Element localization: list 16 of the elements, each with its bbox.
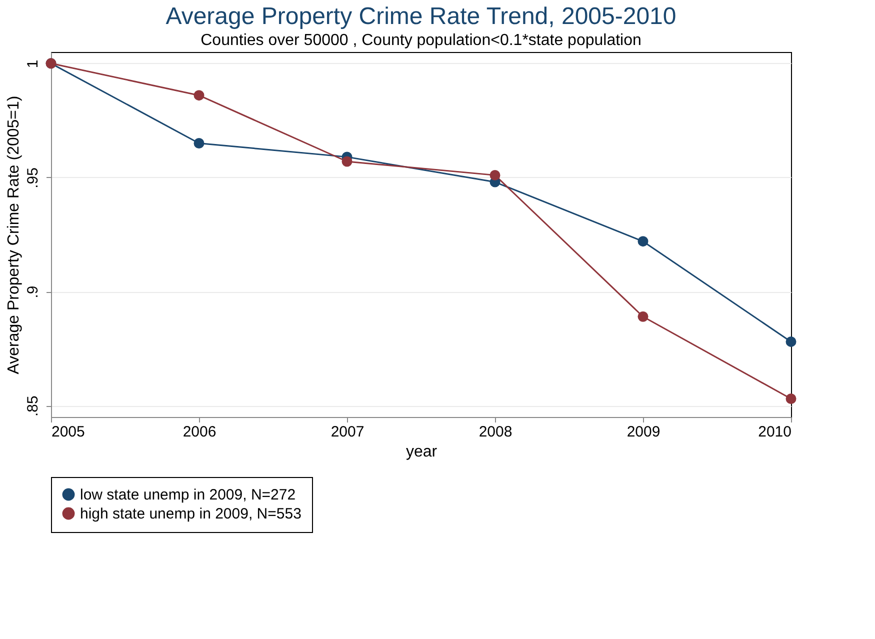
- y-tick-label: .9: [24, 286, 42, 298]
- legend-label: high state unemp in 2009, N=553: [80, 506, 302, 522]
- x-tick-label: 2006: [182, 424, 216, 440]
- chart-title: Average Property Crime Rate Trend, 2005-2010: [166, 3, 676, 30]
- y-tick-label: .95: [24, 168, 42, 188]
- x-tick-label: 2005: [52, 424, 85, 440]
- x-axis-title: year: [406, 444, 438, 460]
- legend-label: low state unemp in 2009, N=272: [80, 486, 296, 504]
- x-tick-label: 2009: [626, 424, 660, 440]
- x-tick-label: 2007: [330, 424, 364, 440]
- y-tick-label: 1: [24, 60, 42, 68]
- y-tick-label: .85: [24, 396, 42, 417]
- chart-subtitle: Counties over 50000 , County population<0.1*state population: [200, 32, 642, 49]
- x-tick-label: 2008: [478, 424, 512, 440]
- x-tick-label: 2010: [758, 424, 792, 440]
- y-axis-title: Average Property Crime Rate (2005=1): [6, 96, 22, 374]
